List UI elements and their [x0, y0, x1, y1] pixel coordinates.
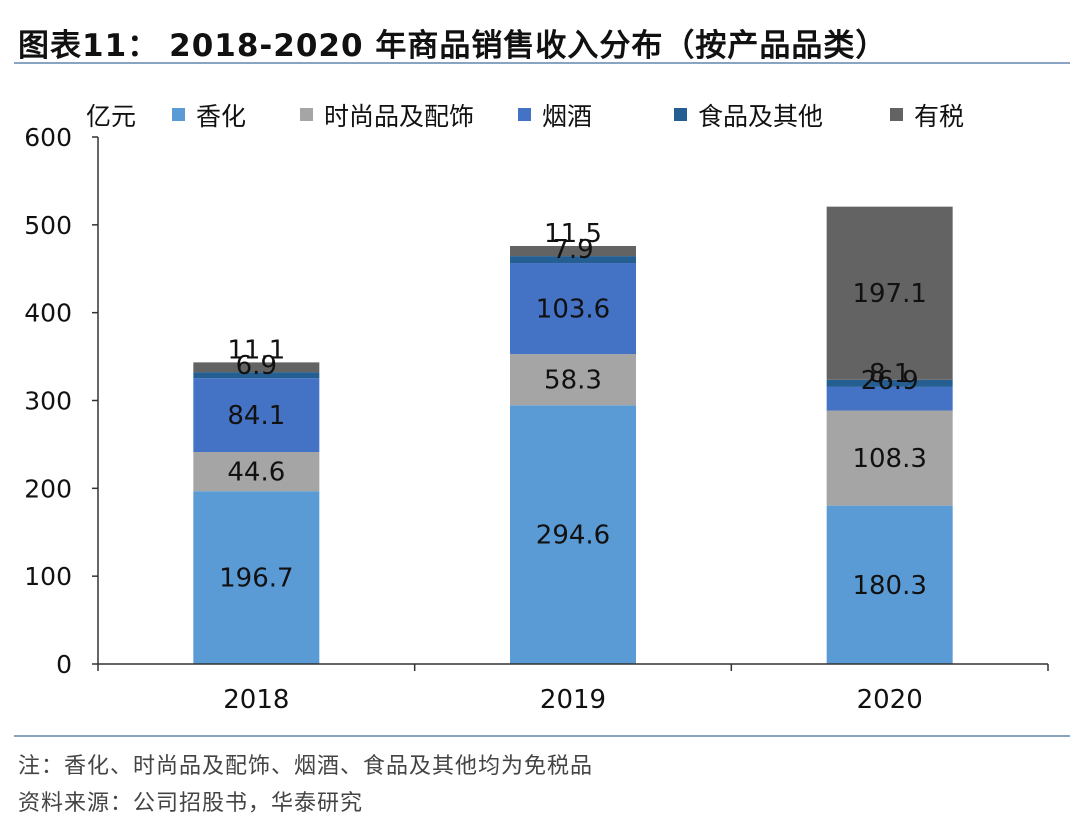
- bar-stacks: 196.7 44.6 84.1 6.911.1 294.6 58.3 103.6 7.911.…: [193, 206, 953, 664]
- bar-segment: [193, 378, 320, 453]
- data-label: 196.7: [219, 564, 293, 594]
- source-note: 资料来源：公司招股书，华泰研究: [18, 791, 364, 816]
- legend-label: 香化: [196, 102, 246, 131]
- y-tick-label: 200: [24, 474, 72, 503]
- data-label: 8.1: [869, 359, 910, 389]
- title-divider: [14, 62, 1070, 64]
- data-label: 294.6: [536, 521, 610, 551]
- legend-swatch: [518, 108, 531, 121]
- bar-segment: [510, 246, 636, 257]
- data-label: 108.3: [852, 444, 926, 474]
- data-label: 103.6: [536, 295, 610, 325]
- bar-segment: [510, 354, 636, 406]
- data-label: 180.3: [852, 571, 926, 601]
- x-axis: 2018 2019 2020: [97, 663, 1049, 715]
- legend-label: 烟酒: [542, 102, 592, 131]
- legend-label: 有税: [914, 102, 964, 131]
- data-label: 6.9: [236, 351, 277, 381]
- x-tick-label: 2019: [540, 685, 606, 715]
- y-axis: 0 100 200 300 400 500 600: [24, 123, 99, 679]
- unit-label: 亿元: [86, 102, 136, 131]
- bar-segment: [510, 256, 636, 264]
- legend-label: 时尚品及配饰: [324, 102, 474, 131]
- legend-swatch: [890, 108, 903, 121]
- bar-segment: [510, 263, 636, 355]
- figure-title: 2018-2020 年商品销售收入分布（按产品品类）: [169, 28, 888, 64]
- bar-segment: [826, 505, 953, 664]
- y-tick-label: 100: [24, 562, 72, 591]
- data-label: 84.1: [227, 401, 285, 431]
- bar-segment: [826, 410, 953, 506]
- bar-segment: [193, 372, 320, 379]
- y-tick-label: 500: [24, 211, 72, 240]
- bar-segment: [193, 452, 320, 492]
- data-label: 26.9: [861, 366, 919, 396]
- legend-label: 食品及其他: [698, 102, 823, 131]
- bar-segment: [826, 379, 953, 387]
- data-label: 11.1: [227, 335, 285, 365]
- y-tick-label: 0: [56, 650, 72, 679]
- y-tick-label: 600: [24, 123, 72, 152]
- bar-segment: [826, 386, 953, 411]
- footnotes: 注：香化、时尚品及配饰、烟酒、食品及其他均为免税品 资料来源：公司招股书，华泰研…: [18, 748, 593, 822]
- legend-swatch: [674, 108, 687, 121]
- data-label: 11.5: [544, 219, 602, 249]
- legend-swatch: [300, 108, 313, 121]
- y-tick-label: 400: [24, 299, 72, 328]
- bar-segment: [826, 206, 953, 380]
- figure-number: 图表11：: [18, 28, 160, 64]
- data-label: 197.1: [852, 279, 926, 309]
- bar-segment: [193, 362, 320, 373]
- bar-segment: [510, 405, 636, 664]
- x-tick-label: 2018: [223, 685, 289, 715]
- chart-legend: 亿元 香化 时尚品及配饰 烟酒 食品及其他 有税: [86, 102, 964, 131]
- legend-swatch: [172, 108, 185, 121]
- bar-segment: [193, 491, 320, 664]
- data-label: 58.3: [544, 366, 602, 396]
- x-tick-label: 2020: [857, 685, 923, 715]
- y-tick-label: 300: [24, 387, 72, 416]
- data-label: 7.9: [552, 235, 593, 265]
- footer-divider: [14, 735, 1070, 737]
- stacked-bar-chart: 亿元 香化 时尚品及配饰 烟酒 食品及其他 有税 0100200300400500600 …: [24, 102, 1049, 715]
- page-title: 图表11： 2018-2020 年商品销售收入分布（按产品品类）: [18, 20, 897, 65]
- data-label: 44.6: [227, 458, 285, 488]
- footnote: 注：香化、时尚品及配饰、烟酒、食品及其他均为免税品: [18, 754, 594, 779]
